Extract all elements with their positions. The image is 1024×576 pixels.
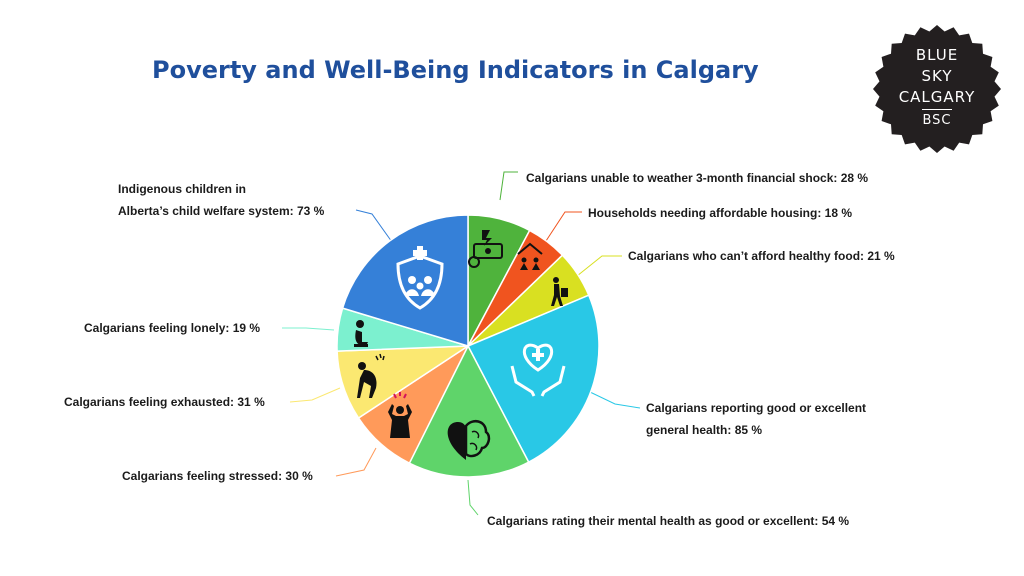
label-indigenous-children: Indigenous children in Alberta’s child w…	[118, 178, 324, 222]
pie-slice-5	[408, 344, 530, 478]
stressed-person-icon	[388, 392, 412, 438]
blue-sky-calgary-logo: BLUE SKY CALGARY BSC	[872, 24, 1002, 154]
label-affordable-housing: Households needing affordable housing: 1…	[588, 206, 853, 220]
logo-divider	[922, 109, 952, 110]
logo-line-bsc: BSC	[922, 113, 952, 128]
label-lonely: Calgarians feeling lonely: 19 %	[84, 321, 261, 335]
money-stress-icon	[468, 230, 503, 268]
leader-line-exhausted	[289, 387, 341, 403]
leader-lines	[282, 171, 641, 516]
label-financial-shock: Calgarians unable to weather 3-month fin…	[526, 171, 869, 185]
pie-slice-9	[341, 214, 469, 348]
pie-slices	[336, 214, 600, 478]
family-housing-icon	[517, 242, 543, 270]
leader-line-food	[571, 255, 622, 281]
logo-line-sky: SKY	[921, 67, 953, 85]
leader-line-health	[589, 391, 641, 409]
logo-line-calgary: CALGARY	[898, 88, 976, 106]
shield-family-icon	[396, 246, 444, 310]
label-general-health: Calgarians reporting good or excellent g…	[646, 397, 866, 441]
lonely-person-icon	[354, 320, 368, 347]
label-indigenous-line2: Alberta’s child welfare system: 73 %	[118, 204, 325, 218]
page-title: Poverty and Well-Being Indicators in Cal…	[152, 56, 759, 84]
label-stressed: Calgarians feeling stressed: 30 %	[122, 469, 313, 483]
label-healthy-food: Calgarians who can’t afford healthy food…	[628, 249, 895, 263]
leader-line-shock	[499, 171, 518, 201]
label-general-health-line1: Calgarians reporting good or excellent	[646, 401, 867, 415]
hands-heart-icon	[510, 343, 566, 397]
leader-line-stressed	[335, 447, 377, 477]
leader-line-housing	[543, 211, 582, 245]
label-general-health-line2: general health: 85 %	[646, 423, 763, 437]
pie-slice-4	[466, 294, 600, 464]
leader-line-mental	[467, 479, 479, 516]
label-mental-health: Calgarians rating their mental health as…	[487, 514, 850, 528]
label-exhausted: Calgarians feeling exhausted: 31 %	[64, 395, 265, 409]
leader-line-lonely	[282, 327, 335, 331]
logo-line-blue: BLUE	[915, 46, 959, 64]
label-indigenous-line1: Indigenous children in	[118, 182, 247, 196]
heart-brain-icon	[447, 419, 491, 460]
logo-seal-shape	[873, 25, 1001, 153]
person-carrying-bag-icon	[551, 277, 568, 306]
slice-icons	[354, 230, 568, 460]
exhausted-person-icon	[357, 353, 385, 398]
leader-line-indigenous	[355, 209, 393, 243]
